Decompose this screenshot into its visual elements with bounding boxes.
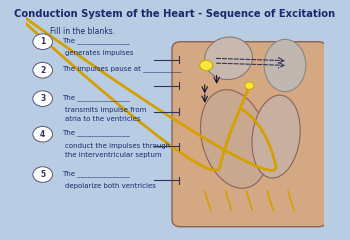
Ellipse shape xyxy=(201,90,268,188)
Ellipse shape xyxy=(264,39,306,91)
Circle shape xyxy=(33,34,52,49)
Text: 3: 3 xyxy=(40,94,45,103)
Text: The _______________: The _______________ xyxy=(62,170,130,177)
Text: The _______________: The _______________ xyxy=(62,94,130,101)
Text: atria to the ventricles: atria to the ventricles xyxy=(65,116,141,122)
Circle shape xyxy=(33,91,52,107)
FancyBboxPatch shape xyxy=(172,42,327,227)
Circle shape xyxy=(245,82,254,89)
Text: The _______________: The _______________ xyxy=(62,130,130,136)
Text: Conduction System of the Heart - Sequence of Excitation: Conduction System of the Heart - Sequenc… xyxy=(14,8,336,18)
Text: conduct the impulses through: conduct the impulses through xyxy=(65,143,170,149)
Circle shape xyxy=(33,62,52,78)
Text: Fill in the blanks.: Fill in the blanks. xyxy=(50,28,115,36)
Text: The _______________: The _______________ xyxy=(62,37,130,44)
Text: 4: 4 xyxy=(40,130,45,139)
Text: 2: 2 xyxy=(40,66,45,75)
Text: 1: 1 xyxy=(40,37,45,46)
Text: 5: 5 xyxy=(40,170,45,179)
Text: depolarize both ventricles: depolarize both ventricles xyxy=(65,183,156,189)
Text: The impulses pause at ___________: The impulses pause at ___________ xyxy=(62,66,182,72)
Ellipse shape xyxy=(252,95,300,178)
Text: the interventricular septum: the interventricular septum xyxy=(65,152,162,158)
Text: transmits impulse from: transmits impulse from xyxy=(65,107,146,113)
Circle shape xyxy=(33,126,52,142)
Ellipse shape xyxy=(205,37,252,80)
Text: generates impulses: generates impulses xyxy=(65,50,133,56)
Circle shape xyxy=(200,60,213,71)
Circle shape xyxy=(33,167,52,182)
